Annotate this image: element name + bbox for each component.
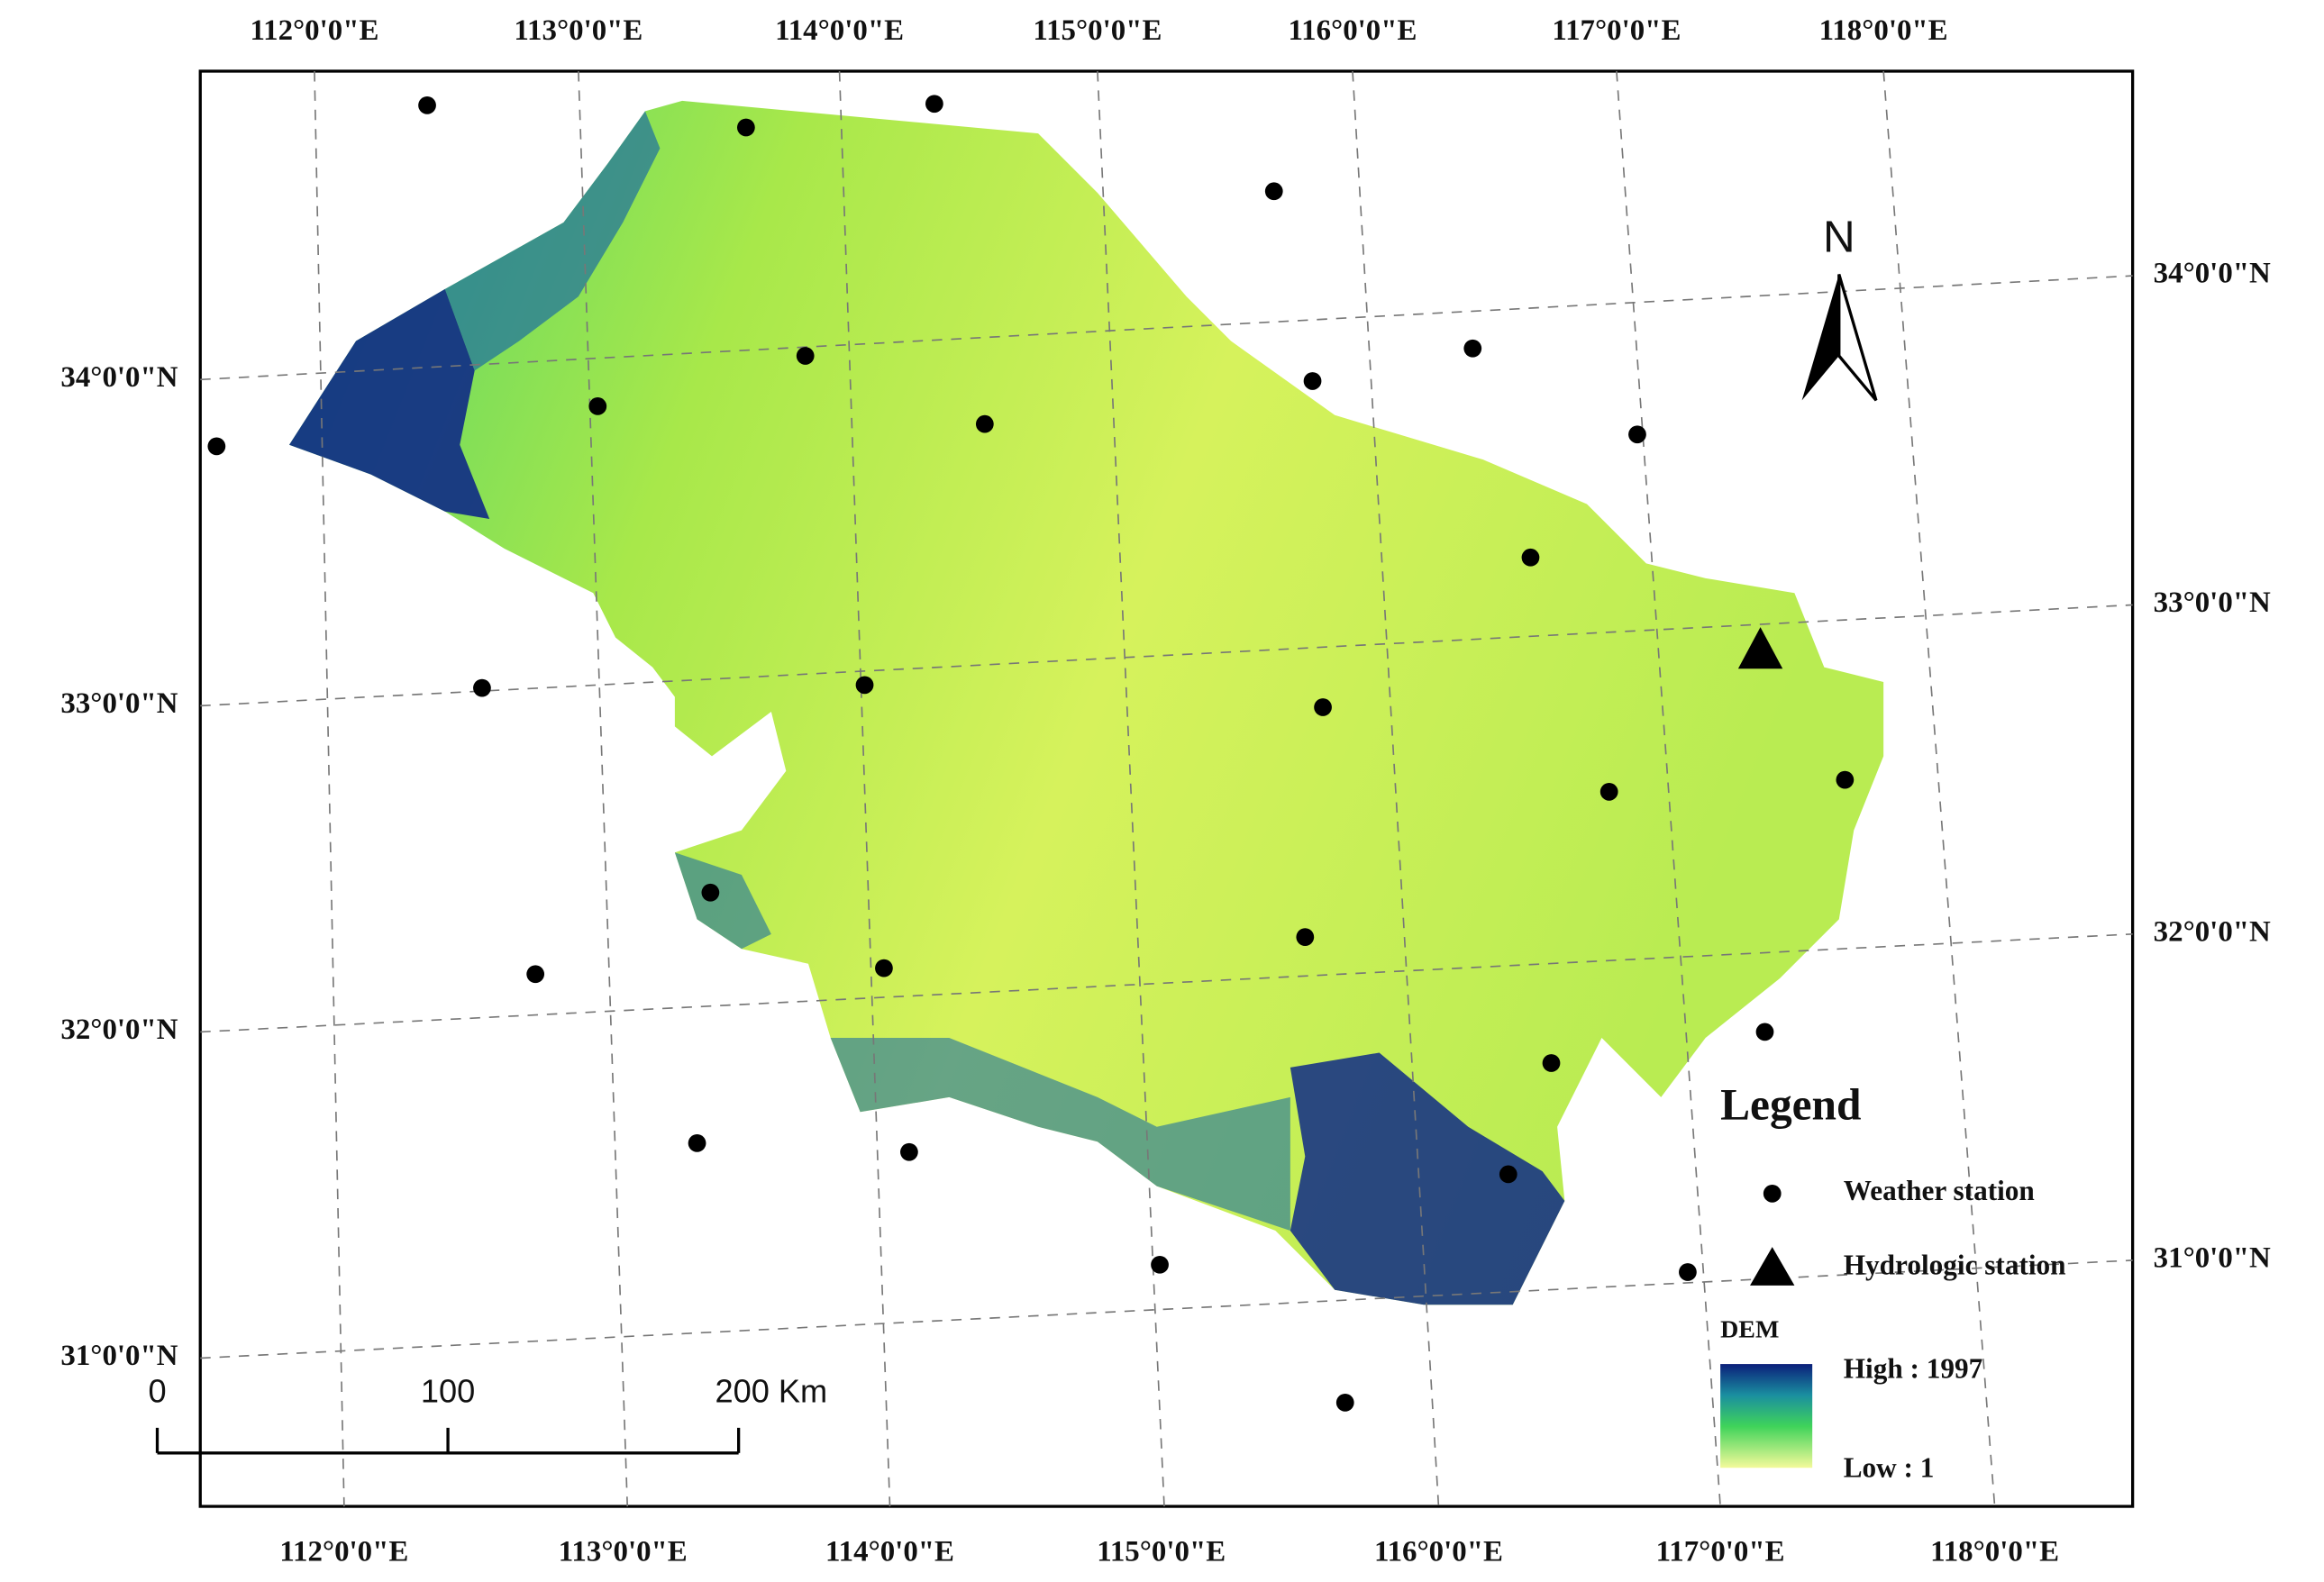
weather-station xyxy=(796,347,815,365)
highland xyxy=(830,1038,1290,1231)
map-frame xyxy=(198,69,2135,1508)
weather-station xyxy=(1755,1023,1774,1041)
left-coordinate-label: 34°0'0"N xyxy=(60,361,178,394)
legend-label: High : 1997 xyxy=(1844,1352,1983,1384)
weather-station xyxy=(875,959,893,977)
weather-station xyxy=(975,414,994,433)
legend-symbol xyxy=(1750,1247,1795,1286)
highland xyxy=(1290,1052,1565,1305)
weather-station xyxy=(1599,782,1618,801)
highland xyxy=(674,852,771,950)
dem-ramp xyxy=(1720,1364,1813,1468)
left-coordinate-label: 31°0'0"N xyxy=(60,1340,178,1372)
weather-station xyxy=(207,437,226,456)
grid-line xyxy=(200,604,2133,707)
grid-line xyxy=(200,275,2133,381)
weather-station xyxy=(1151,1255,1169,1274)
weather-station xyxy=(1836,770,1855,789)
legend-title: Legend xyxy=(1720,1079,1861,1129)
highland xyxy=(444,111,661,371)
weather-station xyxy=(588,397,607,415)
weather-station xyxy=(1542,1054,1561,1072)
weather-station xyxy=(701,883,720,902)
weather-station xyxy=(1303,372,1322,390)
weather-station xyxy=(855,676,874,695)
top-coordinate-label: 118°0'0"E xyxy=(1819,14,1948,47)
top-coordinate-label: 115°0'0"E xyxy=(1033,14,1162,47)
weather-station xyxy=(1521,548,1540,567)
legend-label: Low : 1 xyxy=(1844,1452,1935,1484)
grid-line xyxy=(1352,70,1440,1507)
grid-line xyxy=(314,70,345,1507)
bottom-coordinate-label: 118°0'0"E xyxy=(1930,1535,2059,1568)
graticule xyxy=(200,70,2133,1507)
hydrologic-station xyxy=(1737,627,1783,669)
grid-line xyxy=(200,932,2133,1033)
right-coordinate-label: 33°0'0"N xyxy=(2154,586,2271,619)
grid-line xyxy=(838,70,891,1507)
top-coordinate-label: 116°0'0"E xyxy=(1288,14,1417,47)
legend-label: Hydrologic station xyxy=(1844,1249,2066,1280)
grid-line xyxy=(578,70,629,1507)
grid-line xyxy=(200,1259,2133,1359)
weather-station xyxy=(1314,698,1332,716)
weather-station xyxy=(1264,182,1283,201)
bottom-coordinate-label: 112°0'0"E xyxy=(279,1535,408,1568)
weather-station xyxy=(688,1133,706,1152)
left-coordinate-label: 33°0'0"N xyxy=(60,687,178,720)
highland xyxy=(288,288,490,520)
grid-line xyxy=(1882,70,1996,1507)
weather-station xyxy=(1499,1165,1517,1184)
weather-station xyxy=(1296,928,1315,946)
scale-bar xyxy=(155,1427,741,1455)
left-coordinate-label: 32°0'0"N xyxy=(60,1014,178,1046)
right-coordinate-label: 34°0'0"N xyxy=(2154,258,2271,290)
bottom-coordinate-label: 115°0'0"E xyxy=(1097,1535,1226,1568)
weather-station xyxy=(473,678,491,697)
top-coordinate-label: 117°0'0"E xyxy=(1552,14,1681,47)
grid-line xyxy=(1616,70,1721,1507)
north-label: N xyxy=(1823,213,1855,262)
scale-label: 0 xyxy=(148,1373,166,1410)
weather-station xyxy=(1335,1393,1354,1412)
weather-station xyxy=(736,118,755,137)
top-coordinate-label: 114°0'0"E xyxy=(775,14,904,47)
weather-station xyxy=(418,95,436,114)
basin xyxy=(288,100,1884,1305)
north-arrow-right xyxy=(1837,273,1878,402)
top-coordinate-label: 113°0'0"E xyxy=(514,14,643,47)
weather-station xyxy=(1628,425,1646,444)
scale-label: 100 xyxy=(421,1373,475,1410)
bottom-coordinate-label: 114°0'0"E xyxy=(825,1535,954,1568)
scale-label: 200 Km xyxy=(715,1373,827,1410)
weather-station xyxy=(900,1142,918,1161)
bottom-coordinate-label: 113°0'0"E xyxy=(559,1535,688,1568)
legend-subtitle: DEM xyxy=(1720,1315,1779,1343)
legend-symbol xyxy=(1763,1184,1782,1203)
bottom-coordinate-label: 116°0'0"E xyxy=(1374,1535,1503,1568)
legend-label: Weather station xyxy=(1844,1175,2035,1206)
weather-station xyxy=(1679,1263,1697,1281)
north-arrow-left xyxy=(1801,274,1839,401)
north-arrow: N xyxy=(1801,213,1878,402)
right-coordinate-label: 31°0'0"N xyxy=(2154,1241,2271,1274)
top-coordinate-label: 112°0'0"E xyxy=(250,14,378,47)
legend: Legend Weather station Hydrologic statio… xyxy=(1720,1079,2066,1484)
weather-stations xyxy=(207,95,1855,1412)
right-coordinate-label: 32°0'0"N xyxy=(2154,915,2271,948)
weather-station xyxy=(526,965,545,984)
weather-station xyxy=(1463,339,1482,358)
weather-station xyxy=(925,95,943,114)
bottom-coordinate-label: 117°0'0"E xyxy=(1656,1535,1785,1568)
